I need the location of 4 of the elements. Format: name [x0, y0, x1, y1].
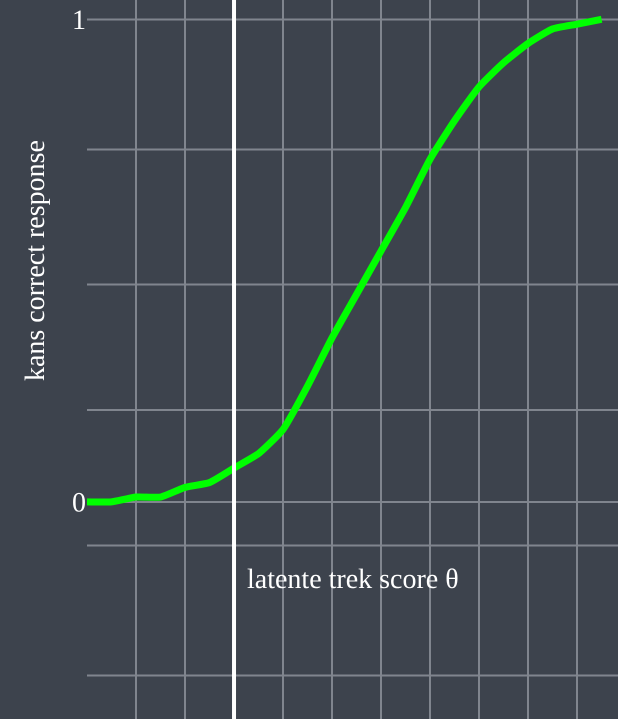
y-tick-label: 1 — [72, 5, 86, 36]
y-axis-title: kans correct response — [20, 140, 51, 382]
y-tick-label: 0 — [72, 488, 86, 519]
x-axis-title: latente trek score θ — [247, 564, 459, 595]
